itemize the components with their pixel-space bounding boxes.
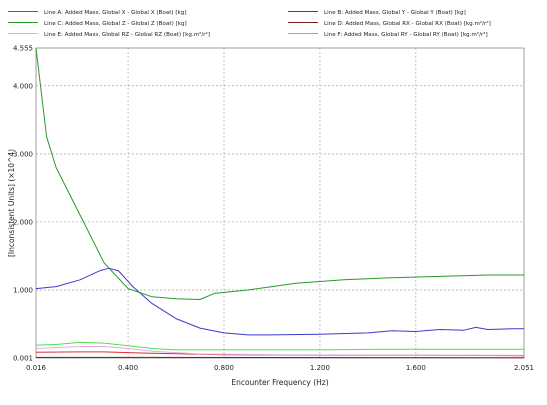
legend-swatch-e — [8, 33, 38, 34]
x-axis-label: Encounter Frequency (Hz) — [231, 378, 328, 387]
legend-label-e: Line E: Added Mass, Global RZ - Global R… — [44, 32, 210, 38]
x-tick-label: 2.051 — [514, 364, 534, 372]
y-tick-label: 4.000 — [13, 82, 33, 90]
series-line-e — [35, 346, 524, 356]
series-line-b — [35, 267, 524, 336]
legend-swatch-c — [8, 22, 38, 23]
legend-swatch-a — [8, 11, 38, 12]
series-line-f — [35, 341, 524, 351]
x-axis-ticks: 0.016 0.400 0.800 1.200 1.600 2.051 — [26, 364, 534, 372]
legend-entry-e: Line E: Added Mass, Global RZ - Global R… — [8, 32, 210, 39]
x-tick-label: 0.400 — [118, 364, 138, 372]
y-axis-ticks: 0.001 1.000 2.000 3.000 4.000 4.555 — [13, 45, 33, 363]
y-tick-label: 4.555 — [13, 45, 33, 53]
x-tick-label: 1.600 — [406, 364, 426, 372]
series-layer — [35, 47, 525, 359]
legend-label-c: Line C: Added Mass, Global Z - Global Z … — [44, 21, 187, 27]
plot-frame — [35, 47, 525, 359]
x-tick-label: 0.016 — [26, 364, 47, 372]
y-tick-label: 2.000 — [13, 218, 33, 226]
legend-label-f: Line F: Added Mass, Global RY - Global R… — [324, 32, 488, 38]
y-tick-label: 3.000 — [13, 150, 33, 158]
legend-swatch-f — [288, 33, 318, 34]
legend-entry-d: Line D: Added Mass, Global RX - Global R… — [288, 21, 491, 28]
legend-entry-c: Line C: Added Mass, Global Z - Global Z … — [8, 21, 187, 28]
legend-label-a: Line A: Added Mass, Global X - Global X … — [44, 10, 187, 16]
x-tick-label: 1.200 — [310, 364, 330, 372]
series-line-c — [35, 47, 524, 300]
grid — [36, 48, 524, 358]
chart-legend: Line A: Added Mass, Global X - Global X … — [0, 0, 547, 44]
legend-label-d: Line D: Added Mass, Global RX - Global R… — [324, 21, 491, 27]
x-tick-label: 0.800 — [214, 364, 234, 372]
legend-entry-b: Line B: Added Mass, Global Y - Global Y … — [288, 10, 466, 17]
y-tick-label: 1.000 — [13, 286, 33, 294]
legend-swatch-d — [288, 22, 318, 23]
y-tick-label: 0.001 — [13, 355, 33, 363]
legend-entry-f: Line F: Added Mass, Global RY - Global R… — [288, 32, 488, 39]
legend-label-b: Line B: Added Mass, Global Y - Global Y … — [324, 10, 466, 16]
y-axis-label: [Inconsistent Units] (×10^4) — [7, 149, 16, 257]
legend-swatch-b — [288, 11, 318, 12]
legend-entry-a: Line A: Added Mass, Global X - Global X … — [8, 10, 187, 17]
